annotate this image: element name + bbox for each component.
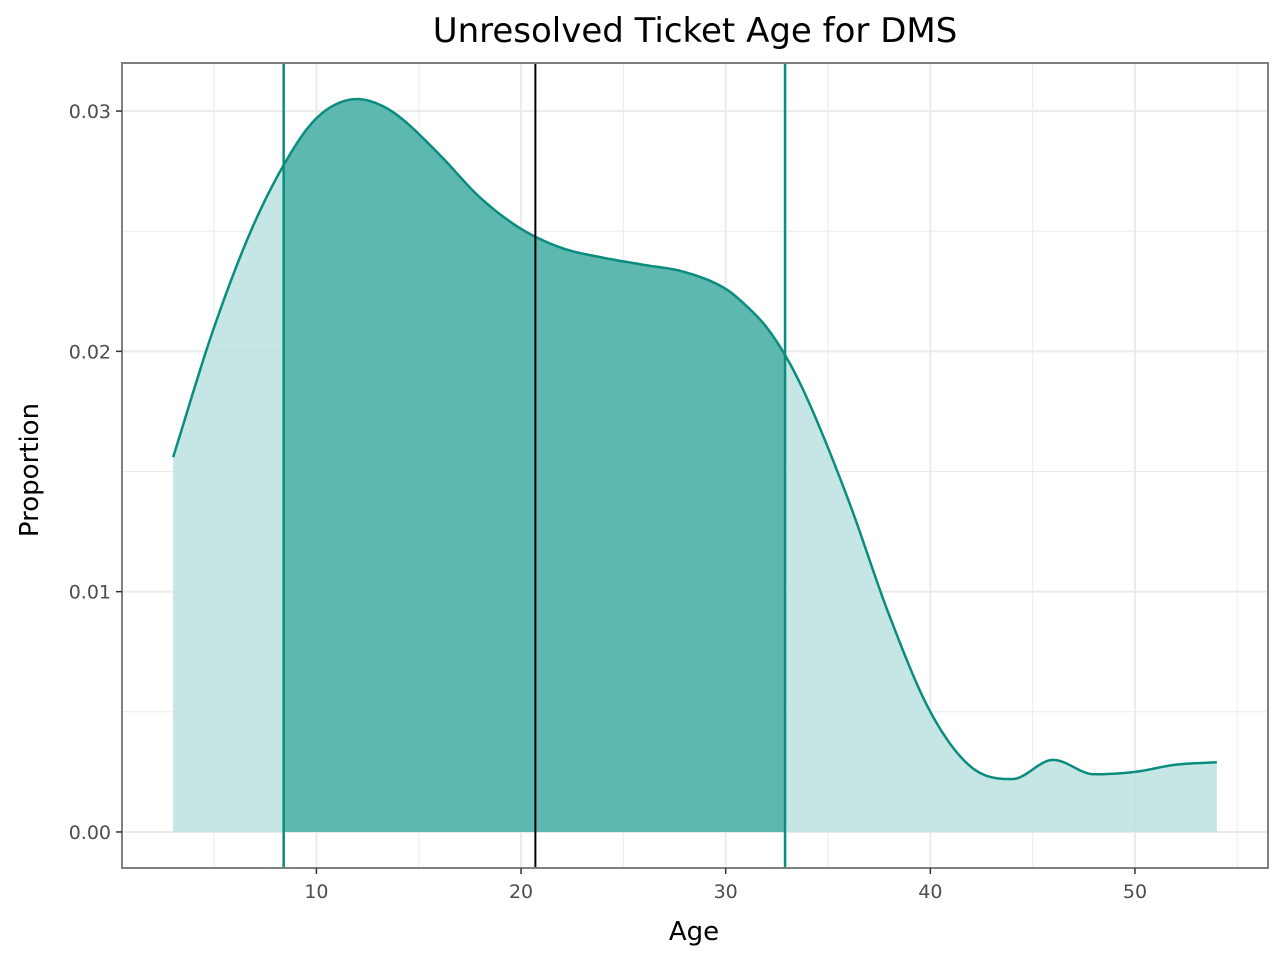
y-tick-label: 0.02 xyxy=(69,341,111,363)
y-tick-label: 0.01 xyxy=(69,582,111,604)
x-axis-title: Age xyxy=(669,917,719,947)
density-curve xyxy=(171,97,1217,781)
density-area-interval xyxy=(283,99,786,832)
y-axis-title: Proportion xyxy=(15,403,45,537)
panel-border xyxy=(121,62,1269,869)
y-tick-label: 0.03 xyxy=(69,101,111,123)
x-tick-label: 10 xyxy=(304,881,328,903)
chart-title: Unresolved Ticket Age for DMS xyxy=(433,11,958,51)
plot-area: 10 20 30 40 50 0.00 0.01 0.02 0.03 xyxy=(69,62,1269,903)
x-tick-label: 40 xyxy=(918,881,942,903)
y-tick-label: 0.00 xyxy=(69,822,111,844)
x-tick-label: 20 xyxy=(509,881,533,903)
x-tick-label: 30 xyxy=(714,881,738,903)
x-tick-label: 50 xyxy=(1123,881,1147,903)
